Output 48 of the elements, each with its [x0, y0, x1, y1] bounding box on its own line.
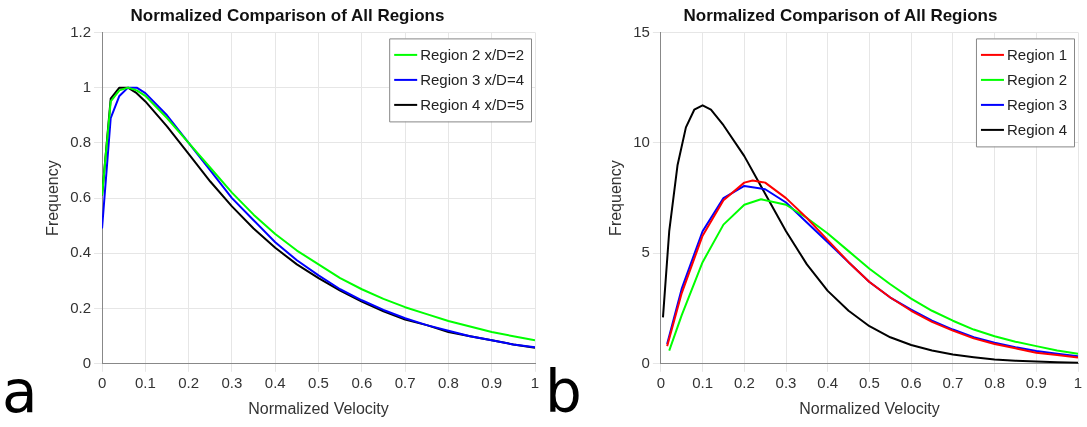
y-tick-label: 5 [641, 243, 650, 261]
y-axis-title: Frequency [607, 160, 625, 236]
y-tick-label: 0.2 [70, 298, 92, 316]
x-tick-label: 1 [1073, 373, 1083, 391]
x-tick-label: 0 [656, 373, 666, 391]
x-tick-label: 1 [530, 373, 540, 391]
y-tick-label: 1.2 [70, 22, 92, 40]
x-tick-label: 0.7 [394, 373, 416, 391]
y-axis-title: Frequency [44, 160, 62, 236]
legend-label: Region 2 [1006, 71, 1067, 89]
y-tick-label: 0 [641, 353, 650, 371]
legend-label: Region 1 [1006, 46, 1067, 64]
y-tick-label: 0.6 [70, 188, 92, 206]
x-tick-label: 0.4 [264, 373, 286, 391]
x-tick-label: 0.6 [351, 373, 373, 391]
x-tick-label: 0.8 [984, 373, 1006, 391]
x-tick-label: 0.3 [221, 373, 243, 391]
legend-label: Region 4 x/D=5 [420, 96, 525, 114]
y-tick-label: 10 [633, 133, 650, 151]
y-tick-label: 1 [82, 77, 92, 95]
x-tick-label: 0.8 [437, 373, 459, 391]
legend-label: Region 4 [1006, 121, 1067, 139]
x-tick-label: 0.4 [817, 373, 839, 391]
x-tick-label: 0.3 [775, 373, 797, 391]
legend-label: Region 3 x/D=4 [420, 71, 525, 89]
y-tick-label: 0.4 [70, 243, 92, 261]
x-axis-title: Normalized Velocity [248, 399, 389, 417]
x-axis-title: Normalized Velocity [799, 399, 940, 417]
x-tick-label: 0.5 [859, 373, 880, 391]
x-tick-label: 0 [97, 373, 107, 391]
chart-title: Normalized Comparison of All Regions [130, 5, 445, 25]
x-tick-label: 0.6 [900, 373, 922, 391]
legend-label: Region 2 x/D=2 [420, 46, 525, 64]
x-tick-label: 0.1 [134, 373, 156, 391]
text: a [2, 358, 38, 426]
x-tick-label: 0.9 [1025, 373, 1047, 391]
x-tick-label: 0.2 [733, 373, 755, 391]
x-tick-label: 0.1 [692, 373, 714, 391]
x-tick-label: 0.5 [308, 373, 329, 391]
chart-title: Normalized Comparison of All Regions [683, 5, 998, 25]
x-tick-label: 0.2 [178, 373, 200, 391]
y-tick-label: 0 [82, 353, 92, 371]
text: b [545, 358, 582, 426]
y-tick-label: 15 [633, 22, 650, 40]
x-tick-label: 0.7 [942, 373, 964, 391]
x-tick-label: 0.9 [481, 373, 503, 391]
legend-label: Region 3 [1006, 96, 1067, 114]
y-tick-label: 0.8 [70, 133, 92, 151]
